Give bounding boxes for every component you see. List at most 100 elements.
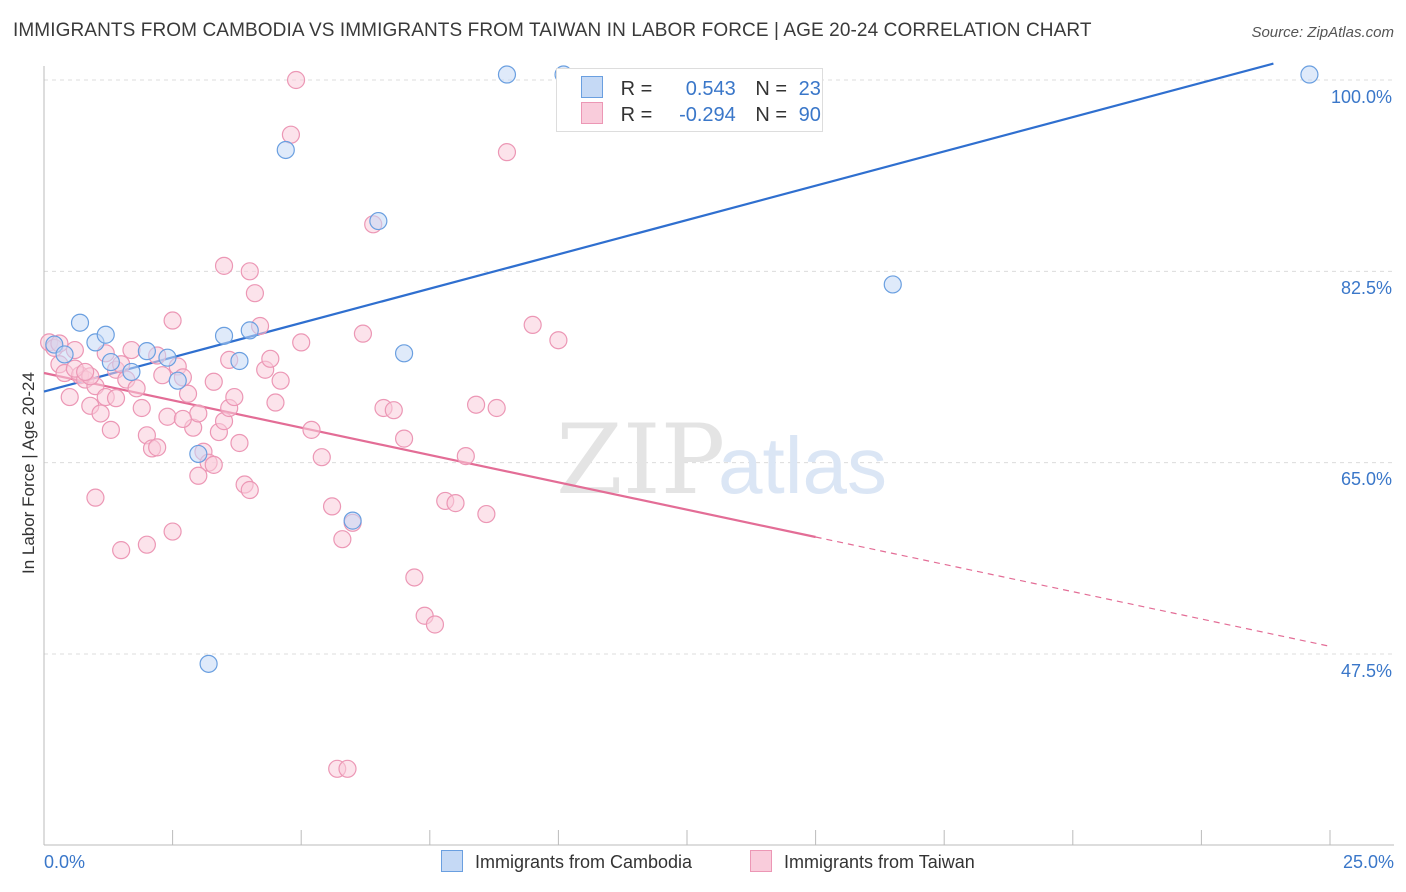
data-point-taiwan — [101, 420, 120, 439]
r-value: 0.543 — [685, 78, 736, 100]
data-point-taiwan — [261, 349, 280, 368]
watermark-zip: ZIP — [556, 404, 725, 516]
data-point-taiwan — [281, 125, 301, 144]
data-point-taiwan — [394, 429, 414, 448]
legend-item-cambodia: Immigrants from Cambodia — [441, 850, 692, 873]
watermark: ZIP atlas — [556, 404, 887, 516]
data-point-cambodia — [369, 211, 388, 231]
data-point-cambodia — [276, 140, 295, 160]
data-point-taiwan — [178, 384, 198, 403]
data-point-taiwan — [153, 366, 172, 385]
data-point-taiwan — [240, 262, 259, 281]
chart-title: IMMIGRANTS FROM CAMBODIA VS IMMIGRANTS F… — [13, 20, 1092, 41]
legend-swatch-cambodia — [441, 850, 463, 872]
trend-line-taiwan — [43, 371, 816, 539]
data-point-cambodia — [343, 511, 362, 530]
data-point-taiwan — [163, 522, 182, 541]
data-point-taiwan — [405, 568, 424, 587]
data-point-cambodia — [168, 371, 187, 390]
data-point-cambodia — [96, 325, 115, 344]
data-point-taiwan — [225, 387, 244, 407]
data-point-taiwan — [302, 420, 321, 439]
data-point-taiwan — [189, 404, 208, 423]
data-point-cambodia — [214, 326, 234, 345]
y-tick-label: 65.0% — [1340, 469, 1392, 489]
data-point-taiwan — [322, 497, 342, 516]
r-label: R = — [620, 78, 653, 100]
watermark-atlas: atlas — [718, 421, 887, 510]
data-point-cambodia — [199, 654, 218, 673]
data-point-taiwan — [112, 541, 131, 560]
data-point-taiwan — [487, 398, 506, 418]
data-point-taiwan — [91, 404, 110, 423]
n-value: 23 — [798, 78, 821, 100]
n-label: N = — [755, 104, 788, 126]
data-point-cambodia — [883, 275, 902, 294]
legend-swatch-taiwan — [581, 102, 603, 124]
data-point-taiwan — [189, 466, 208, 485]
data-point-taiwan — [148, 438, 167, 457]
data-point-taiwan — [230, 433, 249, 453]
data-point-taiwan — [106, 389, 126, 408]
data-point-taiwan — [523, 315, 542, 335]
data-point-taiwan — [76, 362, 95, 382]
data-point-taiwan — [173, 409, 192, 429]
y-tick-label: 82.5% — [1340, 278, 1392, 298]
n-value: 90 — [798, 104, 821, 126]
data-point-cambodia — [230, 351, 249, 371]
trend-extension-taiwan — [815, 536, 1331, 647]
legend-row-cambodia: R = 0.543 N = 23 — [581, 76, 821, 102]
grid-lines — [44, 79, 1394, 655]
data-point-cambodia — [122, 362, 141, 382]
y-axis-label: In Labor Force | Age 20-24 — [19, 372, 38, 574]
data-point-cambodia — [189, 444, 208, 464]
legend-swatch-taiwan — [750, 850, 772, 872]
data-point-taiwan — [549, 331, 568, 350]
data-point-cambodia — [137, 342, 156, 361]
data-point-taiwan — [456, 447, 475, 466]
data-point-taiwan — [292, 333, 311, 352]
data-point-cambodia — [55, 345, 74, 364]
data-point-taiwan — [245, 284, 265, 303]
y-tick-label: 100.0% — [1330, 87, 1392, 107]
x-tick-label: 25.0% — [1342, 852, 1394, 872]
r-value: -0.294 — [679, 104, 736, 126]
data-point-taiwan — [127, 379, 146, 398]
data-point-taiwan — [158, 407, 177, 426]
data-point-taiwan — [60, 387, 79, 407]
data-point-taiwan — [446, 494, 465, 513]
legend-item-taiwan: Immigrants from Taiwan — [750, 850, 975, 873]
data-point-taiwan — [425, 615, 445, 634]
data-point-taiwan — [286, 70, 306, 90]
data-point-taiwan — [214, 256, 234, 275]
data-point-taiwan — [163, 311, 182, 330]
data-point-taiwan — [384, 401, 403, 420]
data-point-cambodia — [158, 348, 177, 367]
data-point-cambodia — [240, 321, 259, 340]
data-point-taiwan — [477, 504, 496, 524]
data-point-cambodia — [1300, 65, 1319, 84]
data-point-cambodia — [394, 344, 414, 363]
data-point-taiwan — [497, 143, 517, 162]
x-tick-label: 0.0% — [44, 852, 86, 872]
n-label: N = — [755, 78, 788, 100]
axes — [43, 66, 1394, 846]
data-point-taiwan — [240, 480, 259, 500]
legend-row-taiwan: R = -0.294 N = 90 — [581, 102, 821, 128]
data-point-taiwan — [353, 324, 373, 343]
data-point-taiwan — [338, 759, 357, 778]
legend-label: Immigrants from Taiwan — [784, 852, 975, 872]
data-point-taiwan — [122, 340, 141, 360]
data-point-taiwan — [312, 448, 331, 467]
legend-label: Immigrants from Cambodia — [475, 852, 693, 872]
data-point-cambodia — [70, 313, 90, 332]
data-point-taiwan — [86, 488, 105, 507]
stats-legend: R = 0.543 N = 23 R = -0.294 N = 90 — [556, 68, 823, 132]
data-point-taiwan — [137, 535, 156, 554]
data-point-taiwan — [132, 398, 151, 418]
y-tick-label: 47.5% — [1340, 661, 1392, 681]
data-point-taiwan — [466, 395, 486, 414]
data-point-taiwan — [204, 372, 223, 391]
data-point-taiwan — [266, 393, 285, 412]
source-credit: Source: ZipAtlas.com — [1251, 24, 1394, 41]
